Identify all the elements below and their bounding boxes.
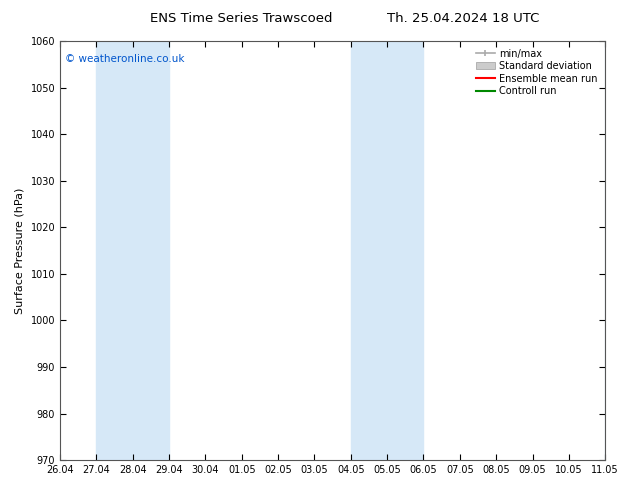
Text: Th. 25.04.2024 18 UTC: Th. 25.04.2024 18 UTC	[387, 12, 539, 25]
Y-axis label: Surface Pressure (hPa): Surface Pressure (hPa)	[15, 187, 25, 314]
Text: © weatheronline.co.uk: © weatheronline.co.uk	[65, 53, 185, 64]
Legend: min/max, Standard deviation, Ensemble mean run, Controll run: min/max, Standard deviation, Ensemble me…	[473, 46, 600, 99]
Bar	[605, 41, 634, 460]
Bar	[351, 41, 424, 460]
Bar	[96, 41, 169, 460]
Text: ENS Time Series Trawscoed: ENS Time Series Trawscoed	[150, 12, 332, 25]
